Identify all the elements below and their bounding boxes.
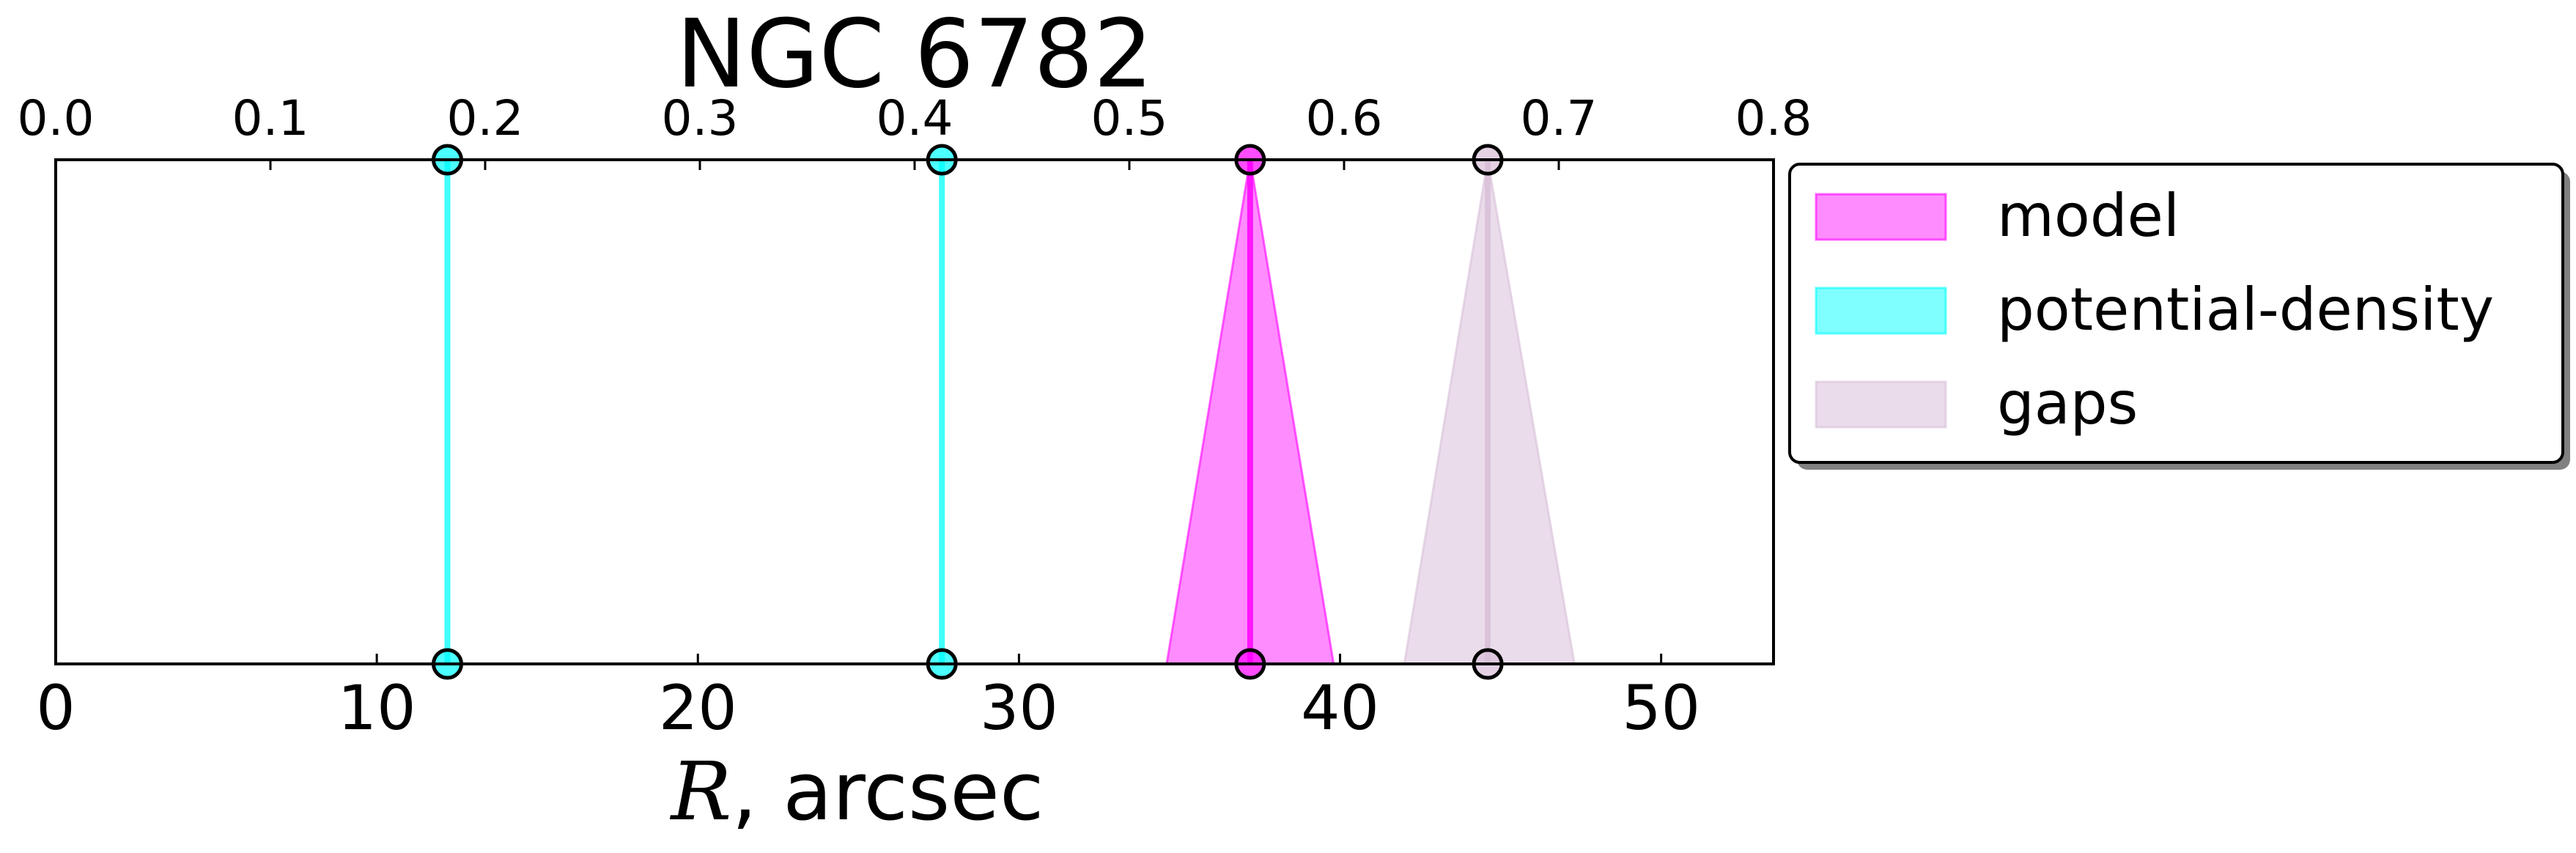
legend-swatch-potential-density [1815,287,1947,335]
x-tick-label: 20 [659,672,737,744]
legend-label-potential-density: potential-density [1997,276,2494,344]
legend-swatch-model [1815,193,1947,241]
top-tick-label: 0.4 [876,90,953,147]
legend: model potential-density gaps [1788,163,2570,470]
x-tick-label: 40 [1301,672,1379,744]
legend-label-gaps: gaps [1997,369,2138,437]
x-tick-label: 50 [1622,672,1700,744]
top-tick-label: 0.3 [662,90,739,147]
x-tick-label: 0 [36,672,75,744]
x-axis-label-unit: , arcsec [731,745,1044,838]
legend-items: model potential-density gaps [1815,182,2494,437]
x-axis-label: R, arcsec [670,745,1044,838]
top-tick-label: 0.5 [1091,90,1168,147]
top-tick-label: 0.6 [1306,90,1383,147]
x-tick-label: 30 [980,672,1058,744]
chart-title: NGC 6782 [676,0,1154,109]
legend-box [1788,163,2564,464]
top-tick-label: 0.2 [447,90,524,147]
top-tick-label: 0.1 [232,90,309,147]
x-tick-label: 10 [338,672,416,744]
axis-ticks: 0 10 20 30 40 50 0.0 0.1 0.2 0.3 0.4 0.5 0.6 0.7 0.8 [18,90,1812,744]
top-tick-label: 0.8 [1735,90,1812,147]
top-tick-label: 0.7 [1521,90,1598,147]
plot-bands [432,144,1576,680]
legend-label-model: model [1997,182,2180,250]
legend-swatch-gaps [1815,380,1947,429]
x-axis-label-symbol: R [670,745,732,838]
top-tick-label: 0.0 [18,90,95,147]
